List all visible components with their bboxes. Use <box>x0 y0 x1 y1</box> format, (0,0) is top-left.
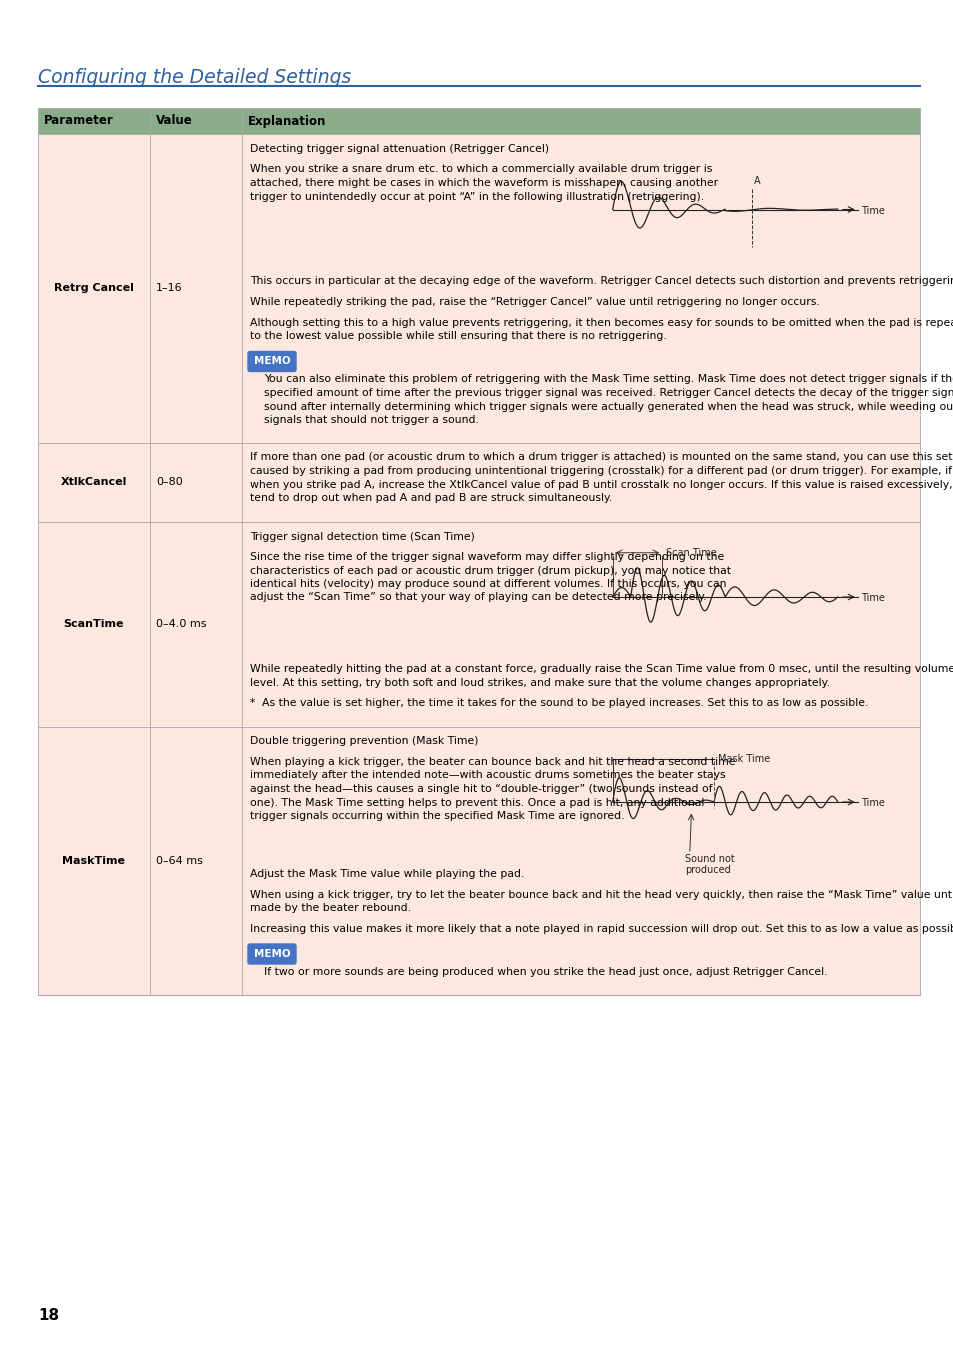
Text: 0–80: 0–80 <box>156 477 183 487</box>
Text: MEMO: MEMO <box>253 949 290 958</box>
Text: Time: Time <box>860 798 883 807</box>
Text: While repeatedly striking the pad, raise the “Retrigger Cancel” value until retr: While repeatedly striking the pad, raise… <box>250 297 819 307</box>
Text: Parameter: Parameter <box>44 115 113 128</box>
Text: tend to drop out when pad A and pad B are struck simultaneously.: tend to drop out when pad A and pad B ar… <box>250 493 612 503</box>
Text: Scan Time: Scan Time <box>665 547 717 558</box>
Text: A: A <box>754 175 760 186</box>
Text: You can also eliminate this problem of retriggering with the Mask Time setting. : You can also eliminate this problem of r… <box>264 375 953 384</box>
Text: ScanTime: ScanTime <box>64 619 124 630</box>
FancyBboxPatch shape <box>248 944 295 964</box>
Text: 0–4.0 ms: 0–4.0 ms <box>156 619 206 630</box>
Text: attached, there might be cases in which the waveform is misshapen, causing anoth: attached, there might be cases in which … <box>250 178 718 187</box>
Text: level. At this setting, try both soft and loud strikes, and make sure that the v: level. At this setting, try both soft an… <box>250 678 829 687</box>
Text: sound after internally determining which trigger signals were actually generated: sound after internally determining which… <box>264 402 953 411</box>
Text: 18: 18 <box>38 1308 59 1322</box>
Text: identical hits (velocity) may produce sound at different volumes. If this occurs: identical hits (velocity) may produce so… <box>250 580 726 589</box>
Text: 1–16: 1–16 <box>156 283 182 294</box>
Text: characteristics of each pad or acoustic drum trigger (drum pickup), you may noti: characteristics of each pad or acoustic … <box>250 566 730 576</box>
FancyBboxPatch shape <box>248 352 295 372</box>
Text: When playing a kick trigger, the beater can bounce back and hit the head a secon: When playing a kick trigger, the beater … <box>250 758 735 767</box>
Text: Configuring the Detailed Settings: Configuring the Detailed Settings <box>38 67 351 88</box>
Text: Since the rise time of the trigger signal waveform may differ slightly depending: Since the rise time of the trigger signa… <box>250 551 723 562</box>
Text: Although setting this to a high value prevents retriggering, it then becomes eas: Although setting this to a high value pr… <box>250 318 953 328</box>
Text: trigger to unintendedly occur at point “A” in the following illustration (retrig: trigger to unintendedly occur at point “… <box>250 191 703 201</box>
Bar <box>38 727 919 995</box>
Text: against the head—this causes a single hit to “double-trigger” (two sounds instea: against the head—this causes a single hi… <box>250 785 712 794</box>
Text: when you strike pad A, increase the XtlkCancel value of pad B until crosstalk no: when you strike pad A, increase the Xtlk… <box>250 480 953 489</box>
Text: specified amount of time after the previous trigger signal was received. Retrigg: specified amount of time after the previ… <box>264 388 953 398</box>
Text: If more than one pad (or acoustic drum to which a drum trigger is attached) is m: If more than one pad (or acoustic drum t… <box>250 453 953 462</box>
Text: MEMO: MEMO <box>253 356 290 367</box>
Text: Retrg Cancel: Retrg Cancel <box>54 283 133 294</box>
Bar <box>38 522 919 727</box>
Text: to the lowest value possible while still ensuring that there is no retriggering.: to the lowest value possible while still… <box>250 332 666 341</box>
Text: MaskTime: MaskTime <box>63 856 126 865</box>
Text: made by the beater rebound.: made by the beater rebound. <box>250 903 411 913</box>
Bar <box>38 108 919 133</box>
Text: When you strike a snare drum etc. to which a commercially available drum trigger: When you strike a snare drum etc. to whi… <box>250 164 712 174</box>
Text: This occurs in particular at the decaying edge of the waveform. Retrigger Cancel: This occurs in particular at the decayin… <box>250 276 953 287</box>
Text: When using a kick trigger, try to let the beater bounce back and hit the head ve: When using a kick trigger, try to let th… <box>250 890 953 899</box>
Text: Sound not
produced: Sound not produced <box>684 853 734 875</box>
Text: caused by striking a pad from producing unintentional triggering (crosstalk) for: caused by striking a pad from producing … <box>250 466 953 476</box>
Text: Time: Time <box>860 205 883 216</box>
Text: Trigger signal detection time (Scan Time): Trigger signal detection time (Scan Time… <box>250 531 475 542</box>
Text: *: * <box>250 698 255 708</box>
Text: Time: Time <box>860 593 883 603</box>
Text: Double triggering prevention (Mask Time): Double triggering prevention (Mask Time) <box>250 736 478 747</box>
Text: Mask Time: Mask Time <box>718 754 769 764</box>
Text: If two or more sounds are being produced when you strike the head just once, adj: If two or more sounds are being produced… <box>264 967 826 977</box>
Text: Value: Value <box>156 115 193 128</box>
Text: one). The Mask Time setting helps to prevent this. Once a pad is hit, any additi: one). The Mask Time setting helps to pre… <box>250 798 703 807</box>
Text: Increasing this value makes it more likely that a note played in rapid successio: Increasing this value makes it more like… <box>250 923 953 934</box>
Text: Detecting trigger signal attenuation (Retrigger Cancel): Detecting trigger signal attenuation (Re… <box>250 144 549 154</box>
Text: Explanation: Explanation <box>248 115 326 128</box>
Text: trigger signals occurring within the specified Mask Time are ignored.: trigger signals occurring within the spe… <box>250 811 624 821</box>
Bar <box>38 442 919 522</box>
Text: signals that should not trigger a sound.: signals that should not trigger a sound. <box>264 415 478 425</box>
Text: While repeatedly hitting the pad at a constant force, gradually raise the Scan T: While repeatedly hitting the pad at a co… <box>250 665 953 674</box>
Text: 0–64 ms: 0–64 ms <box>156 856 203 865</box>
Text: Adjust the Mask Time value while playing the pad.: Adjust the Mask Time value while playing… <box>250 869 524 879</box>
Text: adjust the “Scan Time” so that your way of playing can be detected more precisel: adjust the “Scan Time” so that your way … <box>250 593 706 603</box>
Text: immediately after the intended note—with acoustic drums sometimes the beater sta: immediately after the intended note—with… <box>250 771 725 780</box>
Text: As the value is set higher, the time it takes for the sound to be played increas: As the value is set higher, the time it … <box>262 698 867 708</box>
Bar <box>38 133 919 442</box>
Text: XtlkCancel: XtlkCancel <box>61 477 127 487</box>
